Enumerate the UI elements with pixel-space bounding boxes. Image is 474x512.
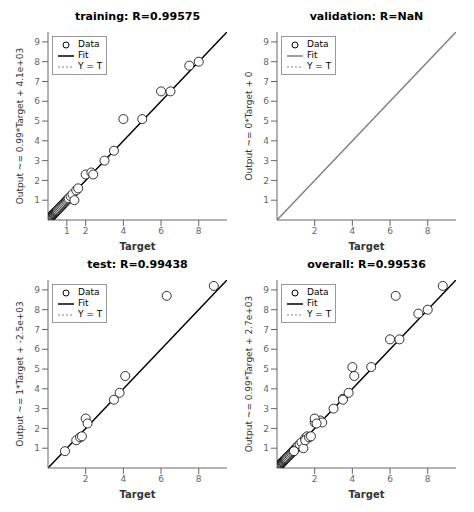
html-text:training: R=0.99575: training: R=0.99575	[74, 10, 201, 23]
svg-text:8: 8	[263, 57, 269, 67]
svg-text:4: 4	[263, 136, 269, 146]
html-text:Y = T: Y = T	[78, 61, 103, 71]
svg-text:1: 1	[34, 195, 40, 205]
svg-text:8: 8	[425, 226, 431, 236]
svg-text:2: 2	[263, 424, 269, 434]
svg-text:2: 2	[312, 226, 318, 236]
svg-text:6: 6	[387, 474, 393, 484]
svg-text:9: 9	[34, 37, 40, 47]
html-text:test: R=0.99438: test: R=0.99438	[87, 258, 188, 271]
svg-text:7: 7	[34, 77, 40, 87]
svg-text:8: 8	[196, 474, 202, 484]
svg-text:Output ~= 0.99*Target + 4.1e+0: Output ~= 0.99*Target + 4.1e+03	[15, 48, 25, 205]
svg-text:1: 1	[34, 443, 40, 453]
svg-text:6: 6	[263, 344, 269, 354]
svg-text:9: 9	[34, 285, 40, 295]
svg-text:4: 4	[350, 226, 356, 236]
svg-text:2: 2	[34, 176, 40, 186]
svg-text:Target: Target	[349, 489, 385, 500]
svg-text:4: 4	[34, 136, 40, 146]
svg-text:2: 2	[34, 424, 40, 434]
svg-text:1: 1	[263, 195, 269, 205]
svg-text:6: 6	[158, 474, 164, 484]
svg-text:6: 6	[158, 226, 164, 236]
svg-text:4: 4	[34, 384, 40, 394]
svg-text:Output ~= 0.99*Target + 2.7e+0: Output ~= 0.99*Target + 2.7e+03	[244, 296, 254, 453]
svg-text:2: 2	[83, 226, 89, 236]
svg-text:4: 4	[121, 226, 127, 236]
svg-text:5: 5	[263, 116, 269, 126]
svg-text:Output ~= 1*Target + -2.5e+03: Output ~= 1*Target + -2.5e+03	[15, 301, 25, 447]
svg-text:3: 3	[263, 404, 269, 414]
svg-text:8: 8	[34, 57, 40, 67]
svg-text:5: 5	[34, 364, 40, 374]
svg-text:Target: Target	[349, 241, 385, 252]
svg-text:9: 9	[263, 37, 269, 47]
html-text:Data: Data	[78, 39, 100, 49]
html-text:Y = T: Y = T	[78, 309, 103, 319]
html-text:Data: Data	[307, 39, 329, 49]
svg-text:4: 4	[263, 384, 269, 394]
svg-text:8: 8	[263, 305, 269, 315]
svg-text:Target: Target	[120, 489, 156, 500]
html-text:validation: R=NaN: validation: R=NaN	[309, 10, 424, 23]
svg-text:1: 1	[64, 226, 70, 236]
svg-text:7: 7	[263, 77, 269, 87]
svg-text:6: 6	[34, 344, 40, 354]
html-text:Y = T: Y = T	[307, 61, 332, 71]
html-text:Data: Data	[78, 287, 100, 297]
svg-text:5: 5	[263, 364, 269, 374]
svg-text:2: 2	[83, 474, 89, 484]
svg-text:3: 3	[263, 156, 269, 166]
html-text:Fit: Fit	[78, 298, 89, 308]
svg-text:5: 5	[34, 116, 40, 126]
svg-text:7: 7	[263, 325, 269, 335]
html-text:Y = T: Y = T	[307, 309, 332, 319]
svg-text:7: 7	[34, 325, 40, 335]
svg-text:8: 8	[34, 305, 40, 315]
svg-text:3: 3	[34, 156, 40, 166]
svg-text:8: 8	[425, 474, 431, 484]
html-text:Fit: Fit	[307, 298, 318, 308]
svg-text:4: 4	[121, 474, 127, 484]
svg-text:2: 2	[263, 176, 269, 186]
svg-text:3: 3	[34, 404, 40, 414]
svg-text:4: 4	[350, 474, 356, 484]
svg-text:6: 6	[263, 96, 269, 106]
html-text:Fit: Fit	[307, 50, 318, 60]
svg-text:8: 8	[196, 226, 202, 236]
svg-text:6: 6	[387, 226, 393, 236]
html-text:Fit: Fit	[78, 50, 89, 60]
svg-text:2: 2	[312, 474, 318, 484]
svg-text:Output ~= 0*Target + 0: Output ~= 0*Target + 0	[244, 71, 254, 180]
svg-text:1: 1	[263, 443, 269, 453]
svg-text:6: 6	[34, 96, 40, 106]
html-text:overall: R=0.99536: overall: R=0.99536	[307, 258, 426, 271]
html-text:Data: Data	[307, 287, 329, 297]
svg-text:Target: Target	[120, 241, 156, 252]
svg-text:9: 9	[263, 285, 269, 295]
